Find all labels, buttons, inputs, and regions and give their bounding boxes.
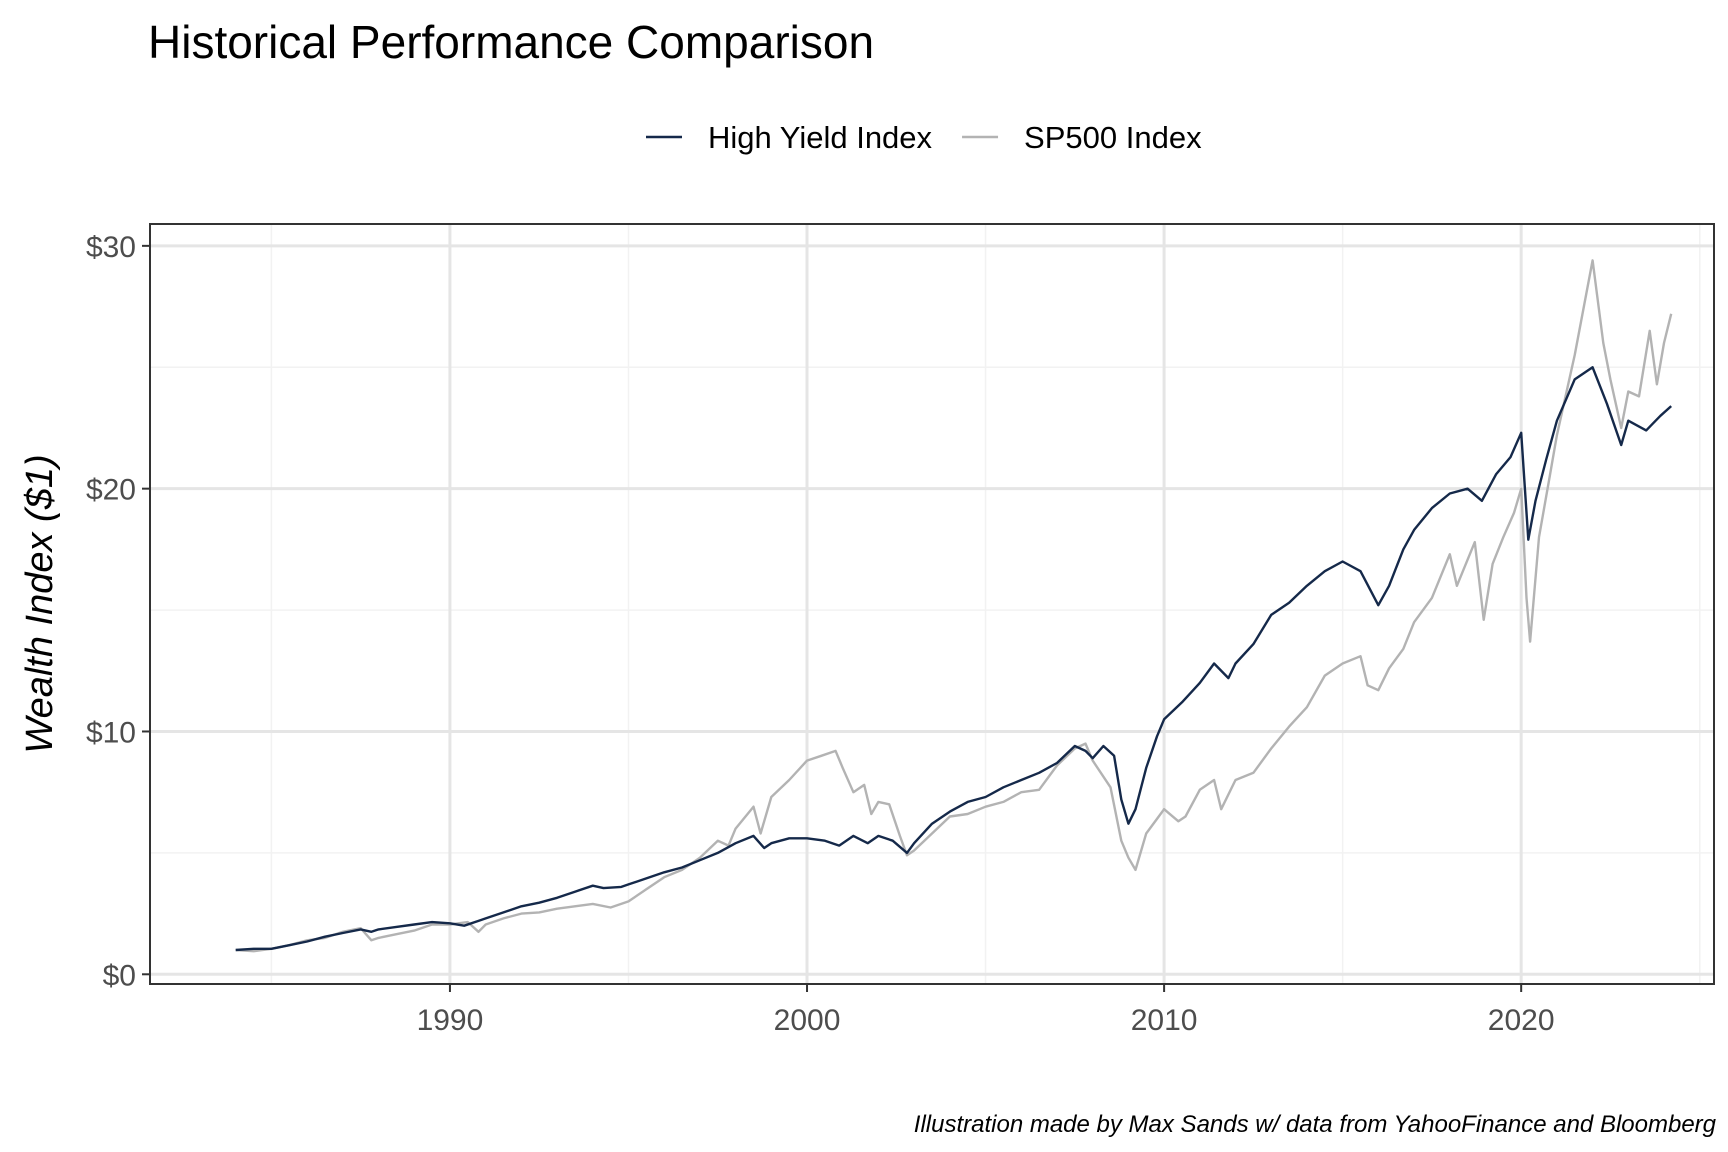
x-tick-label: 2000 [774, 1004, 841, 1037]
y-axis-label: Wealth Index ($1) [19, 454, 61, 753]
series-layer [235, 259, 1673, 953]
legend: High Yield Index SP500 Index [646, 120, 1202, 155]
y-tick-label: $30 [86, 231, 136, 264]
plot-frame [149, 223, 1715, 985]
x-tick-label: 2020 [1488, 1004, 1555, 1037]
x-tick-label: 2010 [1131, 1004, 1198, 1037]
y-tick-label: $20 [86, 474, 136, 507]
chart-caption: Illustration made by Max Sands w/ data f… [914, 1111, 1717, 1138]
y-tick-label: $10 [86, 716, 136, 749]
x-tick-label: 1990 [417, 1004, 484, 1037]
chart-title: Historical Performance Comparison [148, 16, 874, 68]
y-tick-label: $0 [103, 959, 136, 992]
grid [150, 224, 1714, 984]
series-line-sp500-index [235, 259, 1673, 953]
series-line-high-yield-index [235, 366, 1673, 952]
axes: 1990 2000 2010 2020 $0 $10 $20 $30 [86, 231, 1555, 1037]
legend-label-high-yield-index: High Yield Index [708, 120, 933, 155]
legend-label-sp500-index: SP500 Index [1024, 120, 1202, 155]
